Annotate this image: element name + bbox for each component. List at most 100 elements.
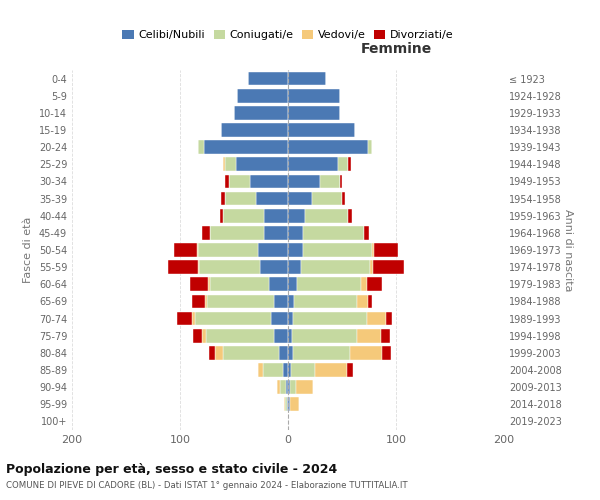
Bar: [349, 158, 350, 171]
Bar: [207, 294, 274, 308]
Bar: [347, 363, 353, 377]
Bar: [199, 140, 204, 154]
Bar: [280, 346, 288, 360]
Bar: [220, 209, 223, 222]
Bar: [202, 226, 210, 239]
Bar: [190, 278, 208, 291]
Bar: [204, 140, 288, 154]
Bar: [283, 363, 288, 377]
Bar: [260, 260, 288, 274]
Bar: [250, 174, 288, 188]
Bar: [277, 380, 280, 394]
Bar: [382, 346, 391, 360]
Bar: [234, 106, 288, 120]
Bar: [288, 209, 305, 222]
Bar: [237, 89, 288, 102]
Bar: [290, 398, 299, 411]
Bar: [290, 380, 296, 394]
Bar: [193, 329, 202, 342]
Bar: [280, 380, 286, 394]
Bar: [208, 278, 210, 291]
Bar: [368, 140, 372, 154]
Text: Popolazione per età, sesso e stato civile - 2024: Popolazione per età, sesso e stato civil…: [6, 462, 337, 475]
Y-axis label: Fasce di età: Fasce di età: [23, 217, 33, 283]
Bar: [303, 226, 364, 239]
Bar: [288, 363, 291, 377]
Bar: [199, 243, 258, 257]
Bar: [271, 312, 288, 326]
Bar: [287, 398, 288, 411]
Bar: [192, 312, 195, 326]
Bar: [264, 209, 288, 222]
Bar: [296, 380, 313, 394]
Bar: [288, 140, 368, 154]
Bar: [288, 192, 312, 205]
Text: Femmine: Femmine: [361, 42, 431, 56]
Y-axis label: Anni di nascita: Anni di nascita: [563, 209, 573, 291]
Bar: [286, 380, 288, 394]
Bar: [236, 158, 288, 171]
Bar: [293, 346, 350, 360]
Bar: [223, 346, 280, 360]
Bar: [288, 260, 301, 274]
Bar: [215, 346, 223, 360]
Bar: [195, 312, 271, 326]
Bar: [274, 329, 288, 342]
Bar: [284, 398, 285, 411]
Bar: [226, 158, 236, 171]
Bar: [205, 294, 207, 308]
Bar: [381, 329, 389, 342]
Bar: [258, 243, 288, 257]
Bar: [256, 192, 288, 205]
Bar: [192, 294, 205, 308]
Bar: [288, 158, 338, 171]
Bar: [288, 312, 293, 326]
Bar: [368, 294, 372, 308]
Bar: [229, 174, 250, 188]
Bar: [349, 209, 352, 222]
Bar: [373, 260, 404, 274]
Bar: [288, 398, 290, 411]
Bar: [364, 226, 369, 239]
Bar: [223, 158, 226, 171]
Bar: [303, 243, 372, 257]
Bar: [340, 174, 342, 188]
Bar: [296, 278, 361, 291]
Bar: [291, 363, 315, 377]
Bar: [210, 278, 269, 291]
Bar: [293, 312, 367, 326]
Bar: [285, 398, 287, 411]
Bar: [338, 158, 349, 171]
Bar: [367, 312, 386, 326]
Legend: Celibi/Nubili, Coniugati/e, Vedovi/e, Divorziati/e: Celibi/Nubili, Coniugati/e, Vedovi/e, Di…: [118, 25, 458, 44]
Bar: [177, 312, 192, 326]
Bar: [269, 278, 288, 291]
Bar: [209, 346, 215, 360]
Bar: [199, 260, 260, 274]
Bar: [221, 192, 226, 205]
Bar: [357, 294, 368, 308]
Bar: [301, 260, 370, 274]
Bar: [264, 226, 288, 239]
Bar: [361, 278, 367, 291]
Bar: [288, 329, 292, 342]
Bar: [288, 346, 293, 360]
Bar: [342, 192, 345, 205]
Bar: [258, 363, 263, 377]
Text: COMUNE DI PIEVE DI CADORE (BL) - Dati ISTAT 1° gennaio 2024 - Elaborazione TUTTI: COMUNE DI PIEVE DI CADORE (BL) - Dati IS…: [6, 481, 407, 490]
Bar: [197, 243, 199, 257]
Bar: [173, 243, 197, 257]
Bar: [202, 329, 206, 342]
Bar: [320, 174, 340, 188]
Bar: [367, 278, 382, 291]
Bar: [288, 89, 340, 102]
Bar: [357, 329, 381, 342]
Bar: [288, 123, 355, 137]
Bar: [248, 72, 288, 86]
Bar: [288, 294, 295, 308]
Bar: [288, 72, 326, 86]
Bar: [292, 329, 357, 342]
Bar: [263, 363, 283, 377]
Bar: [374, 243, 398, 257]
Bar: [168, 260, 199, 274]
